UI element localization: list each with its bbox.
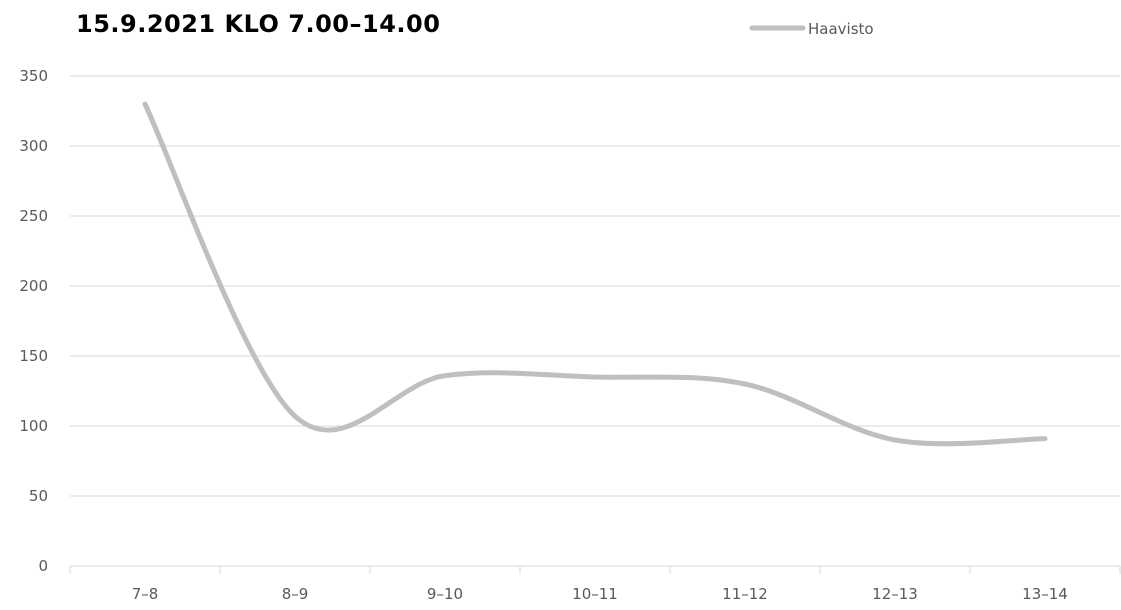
x-axis bbox=[69, 565, 1121, 574]
x-tick-label-8–9: 8–9 bbox=[282, 585, 309, 603]
y-tick-label-100: 100 bbox=[19, 417, 48, 435]
x-tick-label-11–12: 11–12 bbox=[722, 585, 768, 603]
data-point-13–14 bbox=[1043, 436, 1048, 441]
y-tick-label-350: 350 bbox=[19, 67, 48, 85]
x-tick-label-10–11: 10–11 bbox=[572, 585, 618, 603]
series-line-haavisto bbox=[142, 101, 1048, 447]
data-point-8–9 bbox=[293, 414, 298, 419]
y-tick-label-50: 50 bbox=[29, 487, 48, 505]
data-point-12–13 bbox=[893, 438, 898, 443]
x-tick-label-13–14: 13–14 bbox=[1022, 585, 1068, 603]
x-tick-label-9–10: 9–10 bbox=[427, 585, 463, 603]
y-tick-label-250: 250 bbox=[19, 207, 48, 225]
y-tick-label-300: 300 bbox=[19, 137, 48, 155]
x-axis-ticks: 7–8 8–9 9–10 10–11 11–12 12–13 13–14 bbox=[132, 585, 1068, 603]
gridlines bbox=[70, 75, 1120, 497]
data-point-11–12 bbox=[743, 382, 748, 387]
x-tick-label-12–13: 12–13 bbox=[872, 585, 918, 603]
data-point-9–10 bbox=[443, 373, 448, 378]
x-tick-label-7–8: 7–8 bbox=[132, 585, 159, 603]
y-tick-label-200: 200 bbox=[19, 277, 48, 295]
data-point-10–11 bbox=[593, 375, 598, 380]
legend-label-haavisto: Haavisto bbox=[808, 20, 874, 38]
series-layer bbox=[142, 101, 1048, 447]
chart-title: 15.9.2021 KLO 7.00–14.00 bbox=[76, 10, 441, 38]
y-tick-label-150: 150 bbox=[19, 347, 48, 365]
y-tick-label-0: 0 bbox=[38, 557, 48, 575]
data-point-7–8 bbox=[143, 102, 148, 107]
y-axis-ticks: 0 50 100 150 200 250 300 350 bbox=[19, 67, 48, 575]
legend: Haavisto bbox=[749, 20, 874, 38]
